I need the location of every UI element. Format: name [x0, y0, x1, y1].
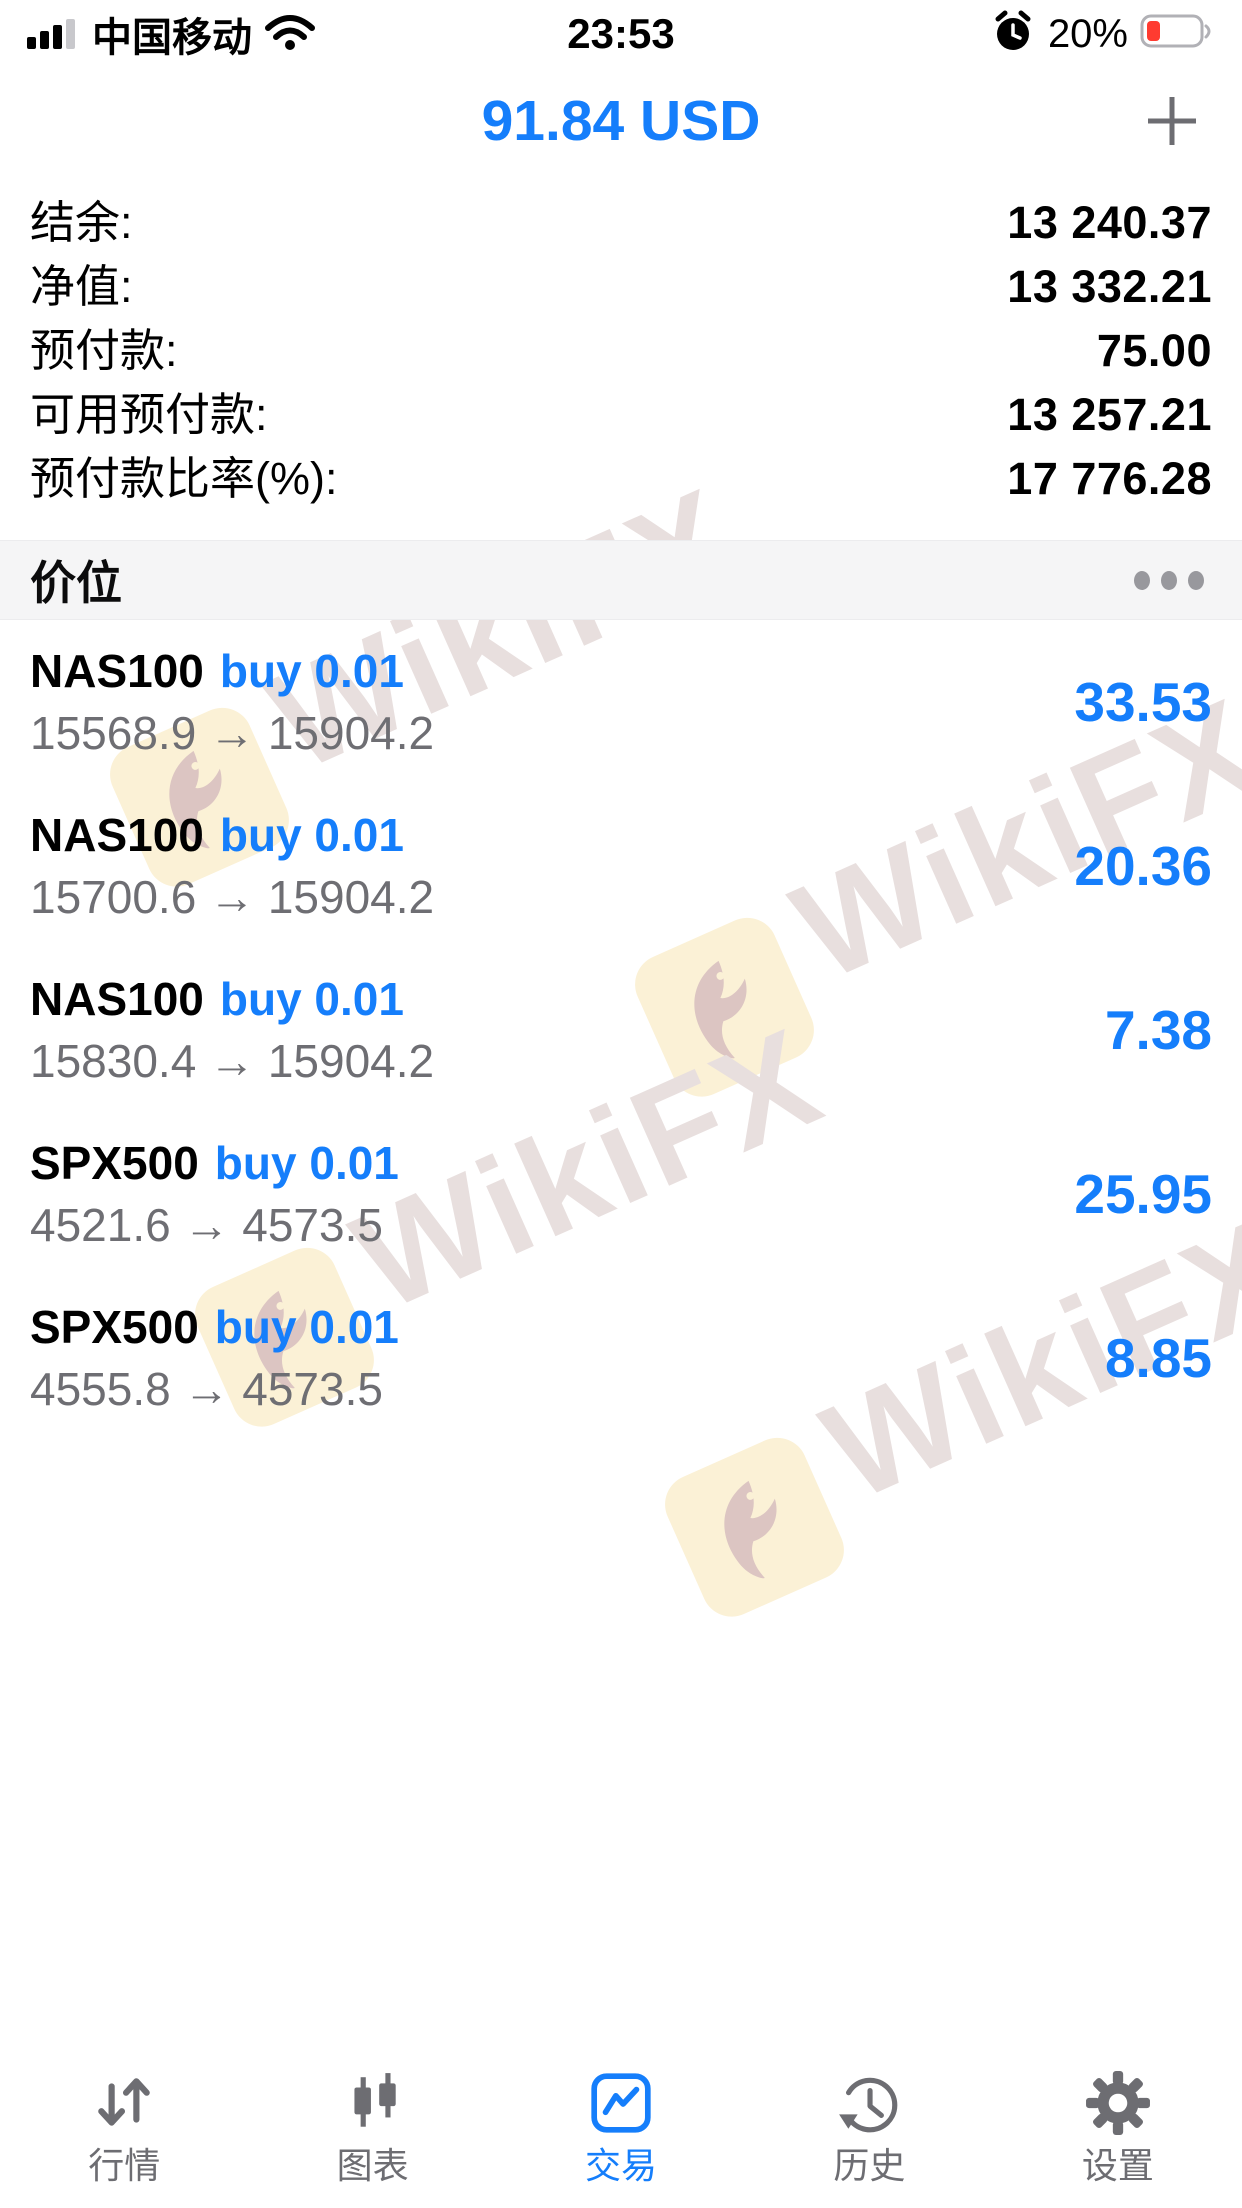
plus-icon [1148, 97, 1196, 145]
trade-chart-icon [588, 2062, 654, 2136]
position-prices: 4521.6 → 4573.5 [30, 1199, 383, 1251]
clock-time: 23:53 [567, 10, 675, 57]
position-symbol: SPX500 [30, 1301, 199, 1353]
position-profit: 20.36 [1074, 835, 1212, 897]
more-options-button[interactable] [1134, 570, 1212, 590]
position-row[interactable]: NAS100 buy 0.01 15700.6 → 15904.2 20.36 [0, 784, 1242, 948]
margin-level-row: 预付款比率(%): 17 776.28 [30, 442, 1212, 506]
position-profit: 25.95 [1074, 1163, 1212, 1225]
signal-strength-icon [26, 14, 80, 55]
position-row[interactable]: SPX500 buy 0.01 4555.8 → 4573.5 8.85 [0, 1276, 1242, 1440]
balance-row: 结余: 13 240.37 [30, 186, 1212, 250]
gear-icon [1085, 2062, 1151, 2136]
free-margin-value: 13 257.21 [1007, 389, 1212, 440]
equity-value: 13 332.21 [1007, 261, 1212, 312]
position-row[interactable]: SPX500 buy 0.01 4521.6 → 4573.5 25.95 [0, 1112, 1242, 1276]
balance-label: 结余: [30, 197, 133, 248]
free-margin-row: 可用预付款: 13 257.21 [30, 378, 1212, 442]
position-side-volume: buy 0.01 [214, 1301, 399, 1353]
tab-charts-label: 图表 [336, 2145, 409, 2186]
tab-trade[interactable]: 交易 [497, 2062, 745, 2208]
position-prices: 15700.6 → 15904.2 [30, 871, 435, 923]
carrier-label: 中国移动 [92, 16, 252, 60]
tab-settings[interactable]: 设置 [994, 2062, 1242, 2208]
positions-list: NAS100 buy 0.01 15568.9 → 15904.2 33.53 … [0, 620, 1242, 1440]
battery-percent-label: 20% [1047, 11, 1128, 56]
tab-quotes-label: 行情 [88, 2145, 161, 2186]
position-side-volume: buy 0.01 [219, 645, 404, 697]
margin-value: 75.00 [1096, 325, 1212, 376]
equity-row: 净值: 13 332.21 [30, 250, 1212, 314]
margin-level-value: 17 776.28 [1007, 453, 1212, 504]
candlestick-chart-icon [340, 2062, 406, 2136]
tab-trade-label: 交易 [585, 2145, 658, 2186]
add-order-button[interactable] [1142, 91, 1202, 151]
wifi-icon [264, 13, 316, 56]
balance-value: 13 240.37 [1007, 197, 1212, 248]
free-margin-label: 可用预付款: [30, 389, 268, 440]
tab-history[interactable]: 历史 [745, 2062, 993, 2208]
position-prices: 4555.8 → 4573.5 [30, 1363, 383, 1415]
position-symbol: NAS100 [30, 973, 204, 1025]
margin-label: 预付款: [30, 325, 178, 376]
position-profit: 8.85 [1104, 1327, 1212, 1389]
battery-icon [1140, 13, 1216, 56]
position-side-volume: buy 0.01 [214, 1137, 399, 1189]
equity-label: 净值: [30, 261, 133, 312]
ellipsis-icon [1134, 570, 1150, 590]
status-bar: 中国移动 23:53 [0, 0, 1242, 62]
position-prices: 15830.4 → 15904.2 [30, 1035, 435, 1087]
positions-section-header: 价位 [0, 540, 1242, 620]
position-symbol: SPX500 [30, 1137, 199, 1189]
margin-level-label: 预付款比率(%): [30, 453, 338, 504]
position-symbol: NAS100 [30, 645, 204, 697]
position-profit: 7.38 [1104, 999, 1212, 1061]
tab-quotes[interactable]: 行情 [0, 2062, 248, 2208]
header: 91.84 USD [0, 68, 1242, 174]
ellipsis-icon [1161, 570, 1177, 590]
ellipsis-icon [1188, 570, 1204, 590]
alarm-icon [990, 9, 1036, 60]
margin-row: 预付款: 75.00 [30, 314, 1212, 378]
position-side-volume: buy 0.01 [219, 973, 404, 1025]
tab-charts[interactable]: 图表 [248, 2062, 496, 2208]
section-title: 价位 [30, 557, 122, 609]
position-profit: 33.53 [1074, 671, 1212, 733]
position-prices: 15568.9 → 15904.2 [30, 707, 435, 759]
total-profit-label: 91.84 USD [481, 89, 761, 153]
position-side-volume: buy 0.01 [219, 809, 404, 861]
tab-settings-label: 设置 [1081, 2145, 1154, 2186]
arrows-up-down-icon [91, 2062, 157, 2136]
position-symbol: NAS100 [30, 809, 204, 861]
tab-history-label: 历史 [833, 2145, 906, 2186]
position-row[interactable]: NAS100 buy 0.01 15568.9 → 15904.2 33.53 [0, 620, 1242, 784]
tab-bar: 行情 图表 [0, 2050, 1242, 2208]
account-summary: 结余: 13 240.37 净值: 13 332.21 预付款: 75.00 可… [0, 174, 1242, 506]
history-clock-icon [836, 2062, 902, 2136]
position-row[interactable]: NAS100 buy 0.01 15830.4 → 15904.2 7.38 [0, 948, 1242, 1112]
